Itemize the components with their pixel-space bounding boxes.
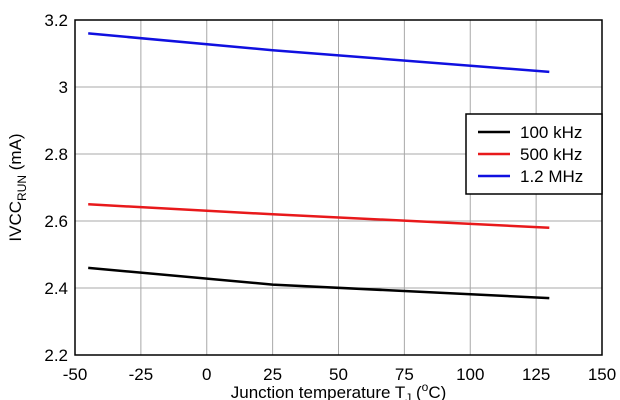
x-axis-title-close: C) xyxy=(428,383,446,400)
x-axis-title: Junction temperature TJ (oC) xyxy=(231,380,447,400)
y-tick-label: 3.2 xyxy=(44,11,68,30)
y-tick-label: 2.8 xyxy=(44,145,68,164)
x-tick-label: 100 xyxy=(456,365,484,384)
y-axis-title: IVCCRUN (mA) xyxy=(6,133,29,241)
y-tick-label: 2.4 xyxy=(44,279,68,298)
x-axis-title-sup: o xyxy=(422,380,429,394)
x-tick-label: 50 xyxy=(329,365,348,384)
legend: 100 kHz 500 kHz 1.2 MHz xyxy=(465,113,603,195)
series-line xyxy=(88,32,550,74)
y-axis-title-suffix: (mA) xyxy=(6,133,25,175)
x-tick-labels: -50 -25 0 25 50 75 100 125 150 xyxy=(63,365,616,384)
series-group xyxy=(88,32,550,300)
x-tick-label: 25 xyxy=(263,365,282,384)
y-tick-label: 2.2 xyxy=(44,346,68,365)
x-axis-title-open: ( xyxy=(411,383,422,400)
series-line xyxy=(88,266,550,300)
x-tick-label: 125 xyxy=(522,365,550,384)
legend-label: 500 kHz xyxy=(520,145,582,164)
x-axis-title-main: Junction temperature T xyxy=(231,383,406,400)
x-tick-label: 75 xyxy=(395,365,414,384)
y-tick-label: 2.6 xyxy=(44,212,68,231)
y-axis-title-main: IVCC xyxy=(6,201,25,242)
legend-label: 100 kHz xyxy=(520,123,582,142)
y-tick-label: 3 xyxy=(59,78,68,97)
x-axis-title-sub: J xyxy=(405,391,411,400)
series-line xyxy=(88,203,550,229)
x-tick-label: -25 xyxy=(129,365,154,384)
x-tick-label: -50 xyxy=(63,365,88,384)
y-axis-title-sub: RUN xyxy=(15,175,29,201)
y-tick-labels: 2.2 2.4 2.6 2.8 3 3.2 xyxy=(44,11,68,365)
x-tick-label: 150 xyxy=(588,365,616,384)
x-tick-label: 0 xyxy=(202,365,211,384)
legend-label: 1.2 MHz xyxy=(520,167,583,186)
